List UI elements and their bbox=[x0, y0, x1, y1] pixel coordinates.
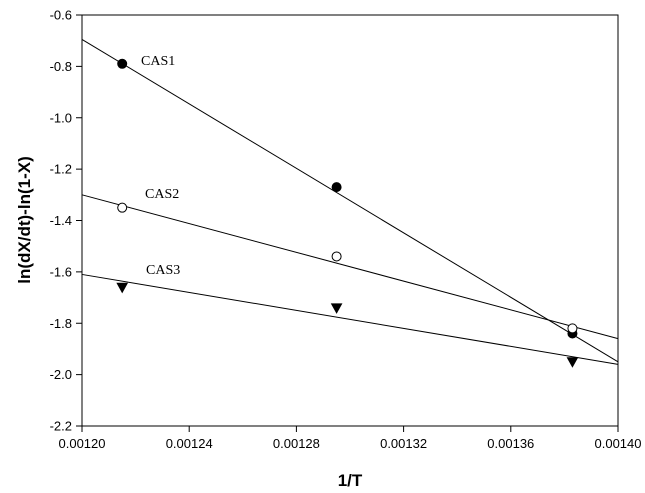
data-point-series-1 bbox=[117, 58, 128, 69]
data-point-series-2 bbox=[117, 202, 128, 213]
data-point-series-3 bbox=[330, 303, 343, 314]
series-label-cas1: CAS1 bbox=[141, 54, 175, 69]
data-point-series-1 bbox=[331, 182, 342, 193]
x-tick-label: 0.00140 bbox=[595, 436, 642, 451]
y-tick-label: -1.8 bbox=[50, 316, 72, 331]
x-tick-label: 0.00120 bbox=[59, 436, 106, 451]
x-tick-label: 0.00124 bbox=[166, 436, 213, 451]
fit-line-series-3 bbox=[81, 273, 619, 365]
x-tick-label: 0.00132 bbox=[380, 436, 427, 451]
y-tick-label: -0.6 bbox=[50, 8, 72, 23]
y-tick-label: -2.0 bbox=[50, 367, 72, 382]
fit-line-series-2 bbox=[81, 194, 619, 340]
fit-lines bbox=[81, 38, 619, 365]
y-tick-label: -0.8 bbox=[50, 59, 72, 74]
y-tick-label: -1.2 bbox=[50, 162, 72, 177]
y-tick-label: -1.0 bbox=[50, 110, 72, 125]
x-axis: 0.00120 0.00124 0.00128 0.00132 0.00136 0.001… bbox=[59, 426, 642, 451]
data-points bbox=[116, 58, 579, 368]
x-axis-title: 1/T bbox=[338, 471, 363, 490]
y-tick-label: -1.6 bbox=[50, 264, 72, 279]
series-label-cas2: CAS2 bbox=[145, 187, 179, 202]
data-point-series-2 bbox=[567, 323, 578, 334]
x-tick-label: 0.00136 bbox=[487, 436, 534, 451]
fit-line-series-1 bbox=[81, 38, 619, 363]
series-label-cas3: CAS3 bbox=[146, 263, 180, 278]
y-axis: -0.6 -0.8 -1.0 -1.2 -1.4 -1.6 -1.8 -2.0 -2.2 bbox=[50, 8, 82, 434]
plot-frame bbox=[81, 14, 619, 427]
data-point-series-3 bbox=[116, 282, 129, 294]
y-tick-label: -1.4 bbox=[50, 213, 72, 228]
y-axis-title: ln(dX/dt)-ln(1-X) bbox=[15, 156, 34, 283]
y-tick-label: -2.2 bbox=[50, 419, 72, 434]
data-point-series-2 bbox=[331, 251, 342, 262]
series-labels: CAS1 CAS2 CAS3 bbox=[141, 54, 180, 278]
x-tick-label: 0.00128 bbox=[273, 436, 320, 451]
data-point-series-3 bbox=[566, 357, 579, 368]
